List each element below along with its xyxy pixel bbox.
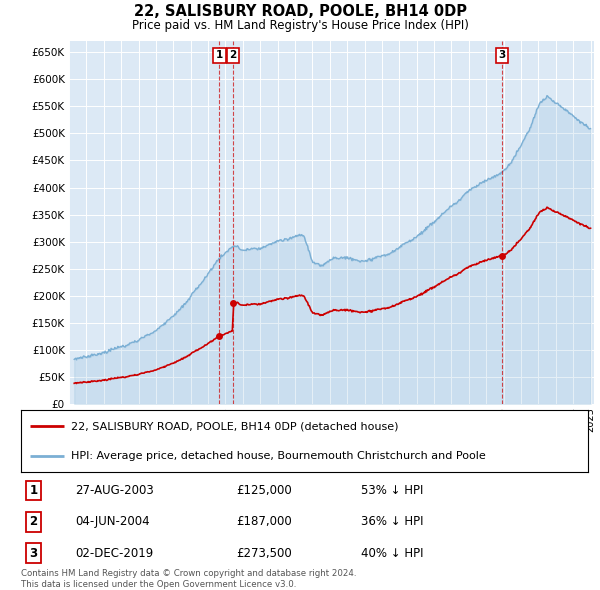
Text: 1: 1 <box>216 50 223 60</box>
Text: 36% ↓ HPI: 36% ↓ HPI <box>361 515 424 529</box>
Text: £125,000: £125,000 <box>236 484 292 497</box>
Text: 2: 2 <box>229 50 236 60</box>
Text: 02-DEC-2019: 02-DEC-2019 <box>75 546 153 560</box>
Text: £187,000: £187,000 <box>236 515 292 529</box>
Text: 27-AUG-2003: 27-AUG-2003 <box>75 484 154 497</box>
Text: HPI: Average price, detached house, Bournemouth Christchurch and Poole: HPI: Average price, detached house, Bour… <box>71 451 485 461</box>
Text: 53% ↓ HPI: 53% ↓ HPI <box>361 484 424 497</box>
Text: 3: 3 <box>29 546 38 560</box>
Text: 2: 2 <box>29 515 38 529</box>
Text: 22, SALISBURY ROAD, POOLE, BH14 0DP: 22, SALISBURY ROAD, POOLE, BH14 0DP <box>133 4 467 19</box>
Text: 04-JUN-2004: 04-JUN-2004 <box>75 515 149 529</box>
Text: 3: 3 <box>499 50 506 60</box>
Text: £273,500: £273,500 <box>236 546 292 560</box>
Text: 1: 1 <box>29 484 38 497</box>
Text: Price paid vs. HM Land Registry's House Price Index (HPI): Price paid vs. HM Land Registry's House … <box>131 19 469 32</box>
Text: Contains HM Land Registry data © Crown copyright and database right 2024.
This d: Contains HM Land Registry data © Crown c… <box>21 569 356 589</box>
Text: 22, SALISBURY ROAD, POOLE, BH14 0DP (detached house): 22, SALISBURY ROAD, POOLE, BH14 0DP (det… <box>71 421 398 431</box>
Text: 40% ↓ HPI: 40% ↓ HPI <box>361 546 424 560</box>
